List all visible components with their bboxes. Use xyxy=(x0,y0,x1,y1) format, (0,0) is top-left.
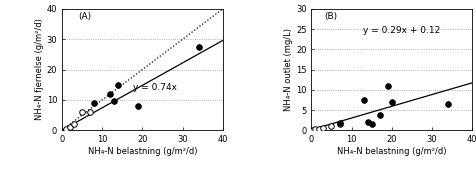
Text: (B): (B) xyxy=(324,12,337,21)
X-axis label: NH₄-N belastning (g/m²/d): NH₄-N belastning (g/m²/d) xyxy=(88,147,197,156)
Text: (A): (A) xyxy=(78,12,91,21)
Text: y = 0.74x: y = 0.74x xyxy=(132,83,177,92)
X-axis label: NH₄-N belastning (g/m²/d): NH₄-N belastning (g/m²/d) xyxy=(337,147,446,156)
Y-axis label: NH₄-N fjernelse (g/m²/d): NH₄-N fjernelse (g/m²/d) xyxy=(35,19,44,120)
Text: y = 0.29x + 0.12: y = 0.29x + 0.12 xyxy=(362,26,439,35)
Y-axis label: NH₄-N outlet (mg/L): NH₄-N outlet (mg/L) xyxy=(284,28,292,111)
